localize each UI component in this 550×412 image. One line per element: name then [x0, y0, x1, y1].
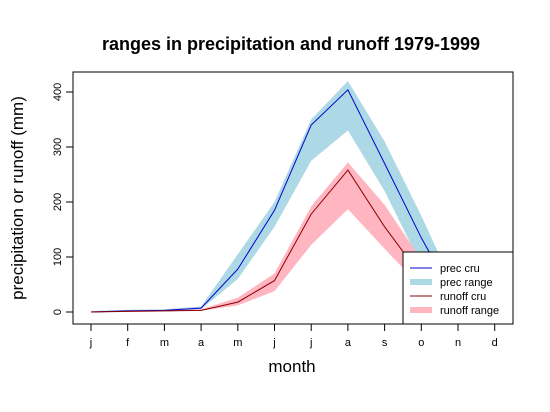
y-axis: 0 100 200 300 400 — [52, 83, 74, 315]
y-tick-label-2: 200 — [52, 193, 64, 211]
y-tick-label-0: 0 — [52, 309, 64, 315]
x-tick-label-10: n — [455, 337, 461, 349]
legend: prec cru prec range runoff cru runoff range — [402, 251, 514, 325]
y-tick-label-3: 300 — [52, 138, 64, 156]
legend-label-0: prec cru — [440, 263, 480, 275]
x-tick-label-4: m — [233, 337, 242, 349]
x-tick-label-11: d — [492, 337, 498, 349]
y-axis-title: precipitation or runoff (mm) — [8, 96, 27, 300]
x-tick-label-2: m — [160, 337, 169, 349]
x-tick-label-1: f — [126, 337, 130, 349]
x-tick-label-0: j — [89, 337, 92, 349]
chart-title: ranges in precipitation and runoff 1979-… — [102, 34, 480, 54]
y-tick-label-4: 400 — [52, 83, 64, 101]
x-tick-label-3: a — [198, 337, 205, 349]
x-tick-label-8: s — [382, 337, 388, 349]
y-tick-label-1: 100 — [52, 248, 64, 266]
legend-label-2: runoff cru — [440, 291, 486, 303]
x-tick-label-6: j — [309, 337, 312, 349]
x-axis-title: month — [268, 357, 315, 376]
legend-label-1: prec range — [440, 277, 493, 289]
x-tick-label-5: j — [272, 337, 275, 349]
legend-label-3: runoff range — [440, 305, 499, 317]
x-tick-label-7: a — [345, 337, 352, 349]
x-tick-label-9: o — [418, 337, 424, 349]
